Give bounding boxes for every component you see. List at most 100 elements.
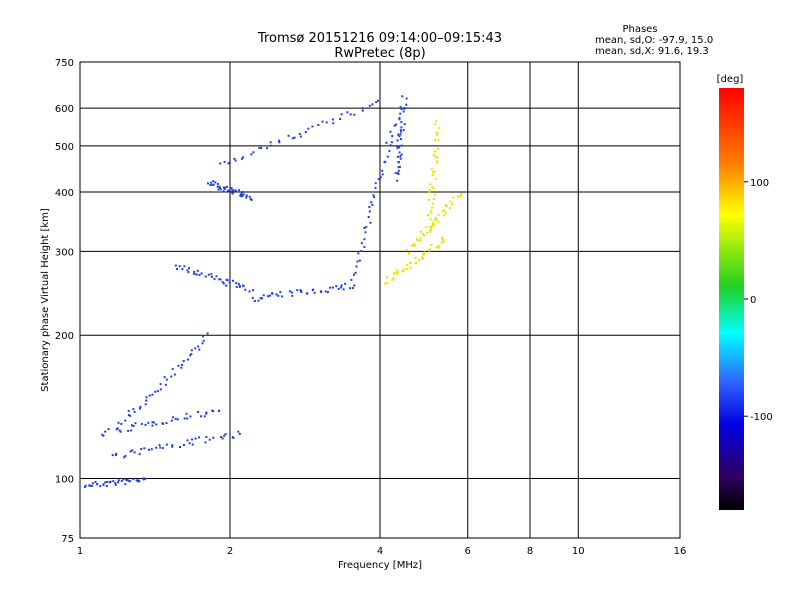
- data-point: [449, 200, 452, 203]
- data-point: [393, 124, 396, 127]
- data-point: [223, 434, 226, 437]
- data-point: [135, 479, 138, 482]
- data-point: [373, 196, 376, 199]
- data-point: [225, 284, 228, 287]
- data-point: [163, 376, 166, 379]
- data-point: [331, 286, 334, 289]
- data-point: [132, 425, 135, 427]
- data-point: [250, 153, 253, 156]
- data-point: [171, 445, 174, 448]
- data-point: [291, 294, 294, 297]
- data-point: [432, 187, 435, 190]
- data-point: [131, 449, 134, 452]
- data-point: [190, 353, 193, 356]
- data-point: [384, 282, 387, 285]
- data-point: [139, 405, 142, 408]
- data-point: [227, 162, 230, 165]
- data-point: [430, 209, 433, 212]
- plot-area: [79, 61, 681, 539]
- data-point: [398, 165, 401, 168]
- y-tick-label: 600: [55, 104, 74, 115]
- data-point: [441, 210, 444, 213]
- data-point: [398, 146, 401, 149]
- data-point: [209, 184, 212, 187]
- data-point: [183, 265, 186, 268]
- data-point: [431, 206, 434, 209]
- data-point: [177, 364, 180, 367]
- data-point: [405, 249, 408, 251]
- data-point: [225, 278, 228, 281]
- data-point: [217, 188, 220, 191]
- data-point: [381, 173, 384, 176]
- data-point: [431, 202, 434, 205]
- x-tick-label: 6: [465, 546, 471, 557]
- data-point: [206, 332, 209, 335]
- data-point: [340, 284, 343, 287]
- data-point: [391, 135, 394, 137]
- data-point: [443, 209, 446, 212]
- data-point: [216, 182, 219, 185]
- data-point: [123, 456, 126, 459]
- data-point: [361, 109, 364, 112]
- data-point: [84, 484, 87, 487]
- colorbar-tick-label: -100: [750, 412, 773, 423]
- axes: 1 2 4 6 8 10 16 75 100 200 300 400 500 600 750: [55, 58, 686, 557]
- data-point: [433, 223, 436, 226]
- data-point: [371, 203, 374, 206]
- data-point: [155, 423, 158, 426]
- data-point: [251, 296, 254, 299]
- data-point: [232, 279, 234, 282]
- data-point: [429, 230, 432, 233]
- data-point: [127, 429, 130, 432]
- data-point: [181, 268, 184, 271]
- y-tick-label: 200: [55, 331, 74, 342]
- data-point: [104, 481, 107, 484]
- data-point: [211, 275, 213, 278]
- data-point: [353, 113, 356, 116]
- data-point: [204, 275, 207, 278]
- data-point: [400, 153, 403, 156]
- data-point: [173, 373, 176, 376]
- data-point: [421, 256, 424, 259]
- data-point: [242, 193, 245, 196]
- data-point: [144, 403, 147, 406]
- data-point: [191, 443, 194, 446]
- data-point: [351, 287, 354, 290]
- data-point: [414, 256, 417, 259]
- data-point: [442, 238, 445, 241]
- data-point: [186, 269, 189, 272]
- data-point: [159, 388, 162, 391]
- data-point: [360, 250, 363, 252]
- data-point: [227, 189, 230, 192]
- data-point: [368, 210, 371, 213]
- data-point: [278, 139, 281, 142]
- data-point: [436, 161, 439, 164]
- data-point: [370, 201, 373, 204]
- data-point: [371, 103, 374, 106]
- data-point: [406, 263, 409, 266]
- data-point: [129, 480, 131, 483]
- data-point: [401, 95, 404, 98]
- data-point: [398, 118, 401, 121]
- data-point: [208, 438, 211, 441]
- x-axis-label: Frequency [MHz]: [338, 560, 422, 571]
- data-point: [222, 282, 225, 285]
- y-tick-label: 75: [61, 534, 74, 545]
- data-point: [400, 130, 403, 133]
- y-tick-label: 300: [55, 247, 74, 258]
- data-point: [402, 129, 405, 132]
- data-point: [164, 383, 167, 386]
- colorbar-tick-label: 0: [750, 295, 756, 306]
- data-point: [259, 297, 262, 300]
- data-point: [186, 358, 189, 361]
- data-point: [176, 268, 178, 271]
- data-point: [372, 194, 375, 197]
- data-point: [155, 446, 158, 449]
- data-point: [369, 221, 372, 224]
- data-point: [377, 99, 379, 102]
- data-point: [311, 125, 314, 128]
- data-point: [457, 195, 460, 198]
- data-point: [313, 291, 316, 294]
- data-point: [99, 485, 102, 488]
- data-point: [385, 276, 388, 279]
